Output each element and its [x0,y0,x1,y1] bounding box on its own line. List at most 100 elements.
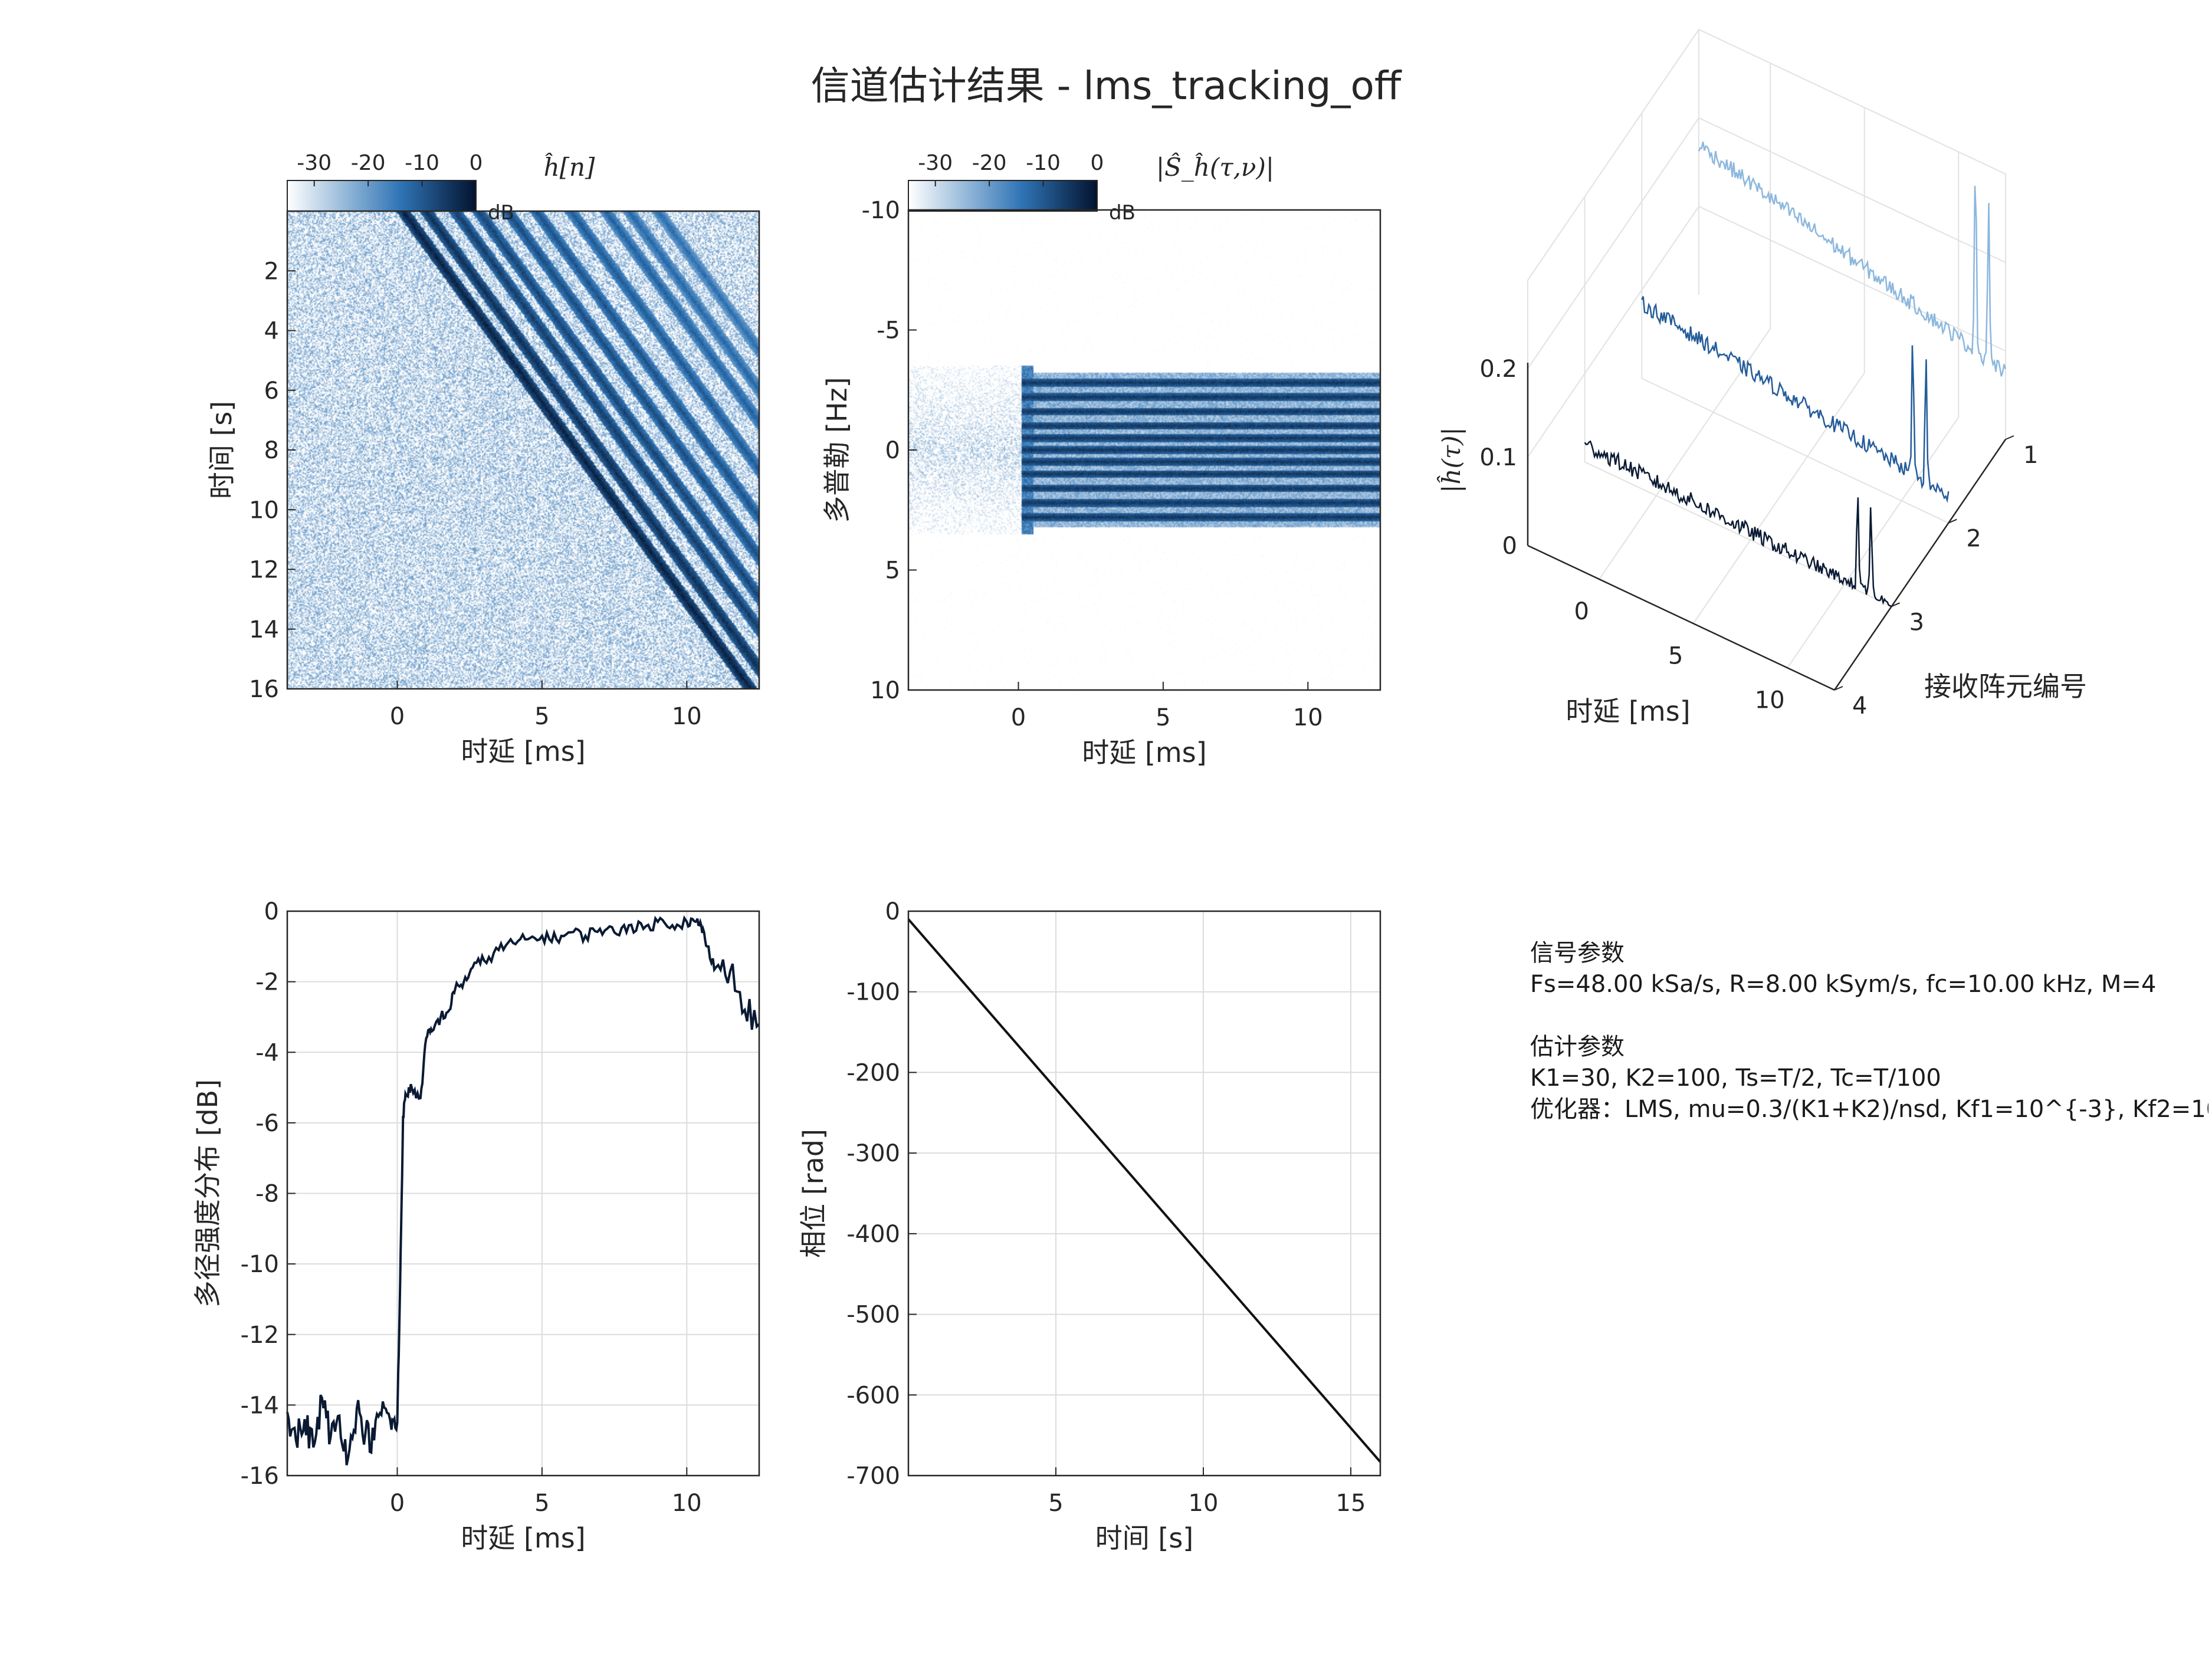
x-tick-label: 5 [534,1490,549,1517]
y-tick-label: 2 [264,258,279,285]
y-tick [2005,435,2014,440]
colorbar-label: dB [1109,201,1135,225]
x-tick-label: 5 [1668,642,1683,669]
y-axis-label: 接收阵元编号 [1924,671,2087,702]
colorbar [287,180,477,212]
y-tick [1834,686,1843,691]
x-axis-label: 时延 [ms] [1082,737,1206,768]
grid-line-z [1527,117,2006,369]
colorbar-tick-label: -30 [297,151,332,175]
z-tick-label: 0.1 [1479,444,1517,471]
z-tick-label: 0 [1502,533,1517,560]
axes-frame [907,910,1381,1477]
chart-title: |Ŝ_ĥ(τ,ν)| [1156,152,1274,182]
estimation-params-header: 估计参数 [1530,1033,1624,1060]
colorbar-tick-label: -30 [918,151,953,175]
y-tick-label: -6 [255,1110,279,1137]
y-tick [1891,602,1901,607]
grid-back-wall [1698,28,2006,439]
estimation-params: K1=30, K2=100, Ts=T/2, Tc=T/100 [1530,1065,1941,1092]
y-tick-label: -8 [255,1181,279,1208]
x-axis-line [1527,544,1835,691]
y-axis-label: 多径强度分布 [dB] [192,1079,224,1308]
y-axis-label: 时间 [s] [206,401,238,499]
y-tick-label: 12 [249,557,279,584]
y-tick-label: -500 [846,1302,900,1329]
y-tick-label: -4 [255,1039,279,1066]
x-axis-label: 时间 [s] [1095,1522,1193,1554]
y-tick-label: -10 [241,1251,279,1278]
x-tick-label: 0 [390,1490,405,1517]
phase-line [907,918,1381,1463]
y-axis-line [1833,439,2007,691]
y-tick [1948,518,1957,524]
series-line-element-3 [1584,440,1892,607]
y-tick-label: 5 [885,557,900,584]
intensity-line [286,915,760,1466]
x-tick-label: 0 [1574,598,1589,625]
z-tick-label: 0.2 [1479,356,1517,383]
axes-delay_doppler_spread: -30 -20 -10 0 dB |Ŝ_ĥ(τ,ν)| 0 5 10 -10 -5 0 5 10 时延 [m… [821,151,1381,768]
x-tick-label: 0 [1011,704,1026,731]
y-tick-label: 16 [249,676,279,703]
heatmap-image [287,211,759,689]
y-tick-label: 6 [264,377,279,405]
colorbar-tick-label: -10 [1026,151,1061,175]
y-tick-label: -2 [255,969,279,996]
y-tick-label: -16 [241,1463,279,1490]
y-tick-label: 14 [249,616,279,643]
z-axis-label: |ĥ(τ)| [1436,427,1466,492]
y-tick-label: 3 [1909,609,1924,636]
y-tick-label: -200 [846,1059,900,1086]
signal-params: Fs=48.00 kSa/s, R=8.00 kSym/s, fc=10.00 … [1530,971,2157,998]
y-tick-label: -14 [241,1392,279,1419]
heatmap-image [908,210,1380,690]
x-tick-label: 15 [1336,1490,1366,1517]
y-tick-label: -300 [846,1140,900,1167]
x-tick-label: 5 [1156,704,1170,731]
grid-line-y [1641,113,1949,524]
x-axis-label: 时延 [ms] [461,1522,585,1554]
y-tick-label: 2 [1966,525,1981,553]
x-tick-label: 5 [1048,1490,1063,1517]
y-axis-label: 多普勒 [Hz] [821,377,853,523]
axes-channel_impulse_response_time: -30 -20 -10 0 dB ĥ[n] 0 5 10 2 4 6 8 10 12 14 16 时延 [ms] 时… [206,151,760,767]
colorbar-tick-label: 0 [470,151,483,175]
x-tick-label: 10 [672,1490,702,1517]
grid-left-top [1527,29,1699,281]
axes-receiver_array_responses: 0 5 10 1 2 3 4 0 0.1 0.2 时延 [ms] 接收阵元编号 |ĥ(τ)| [1436,28,2087,727]
x-tick-label: 5 [534,703,549,730]
x-tick-label: 10 [1293,704,1323,731]
grid-line-z [1527,205,2006,458]
x-tick-label: 10 [672,703,702,730]
series-line-element-1 [1698,142,2007,377]
y-tick-label: -700 [846,1463,900,1490]
y-tick-label: -100 [846,979,900,1006]
y-tick-label: 4 [1852,692,1867,720]
figure-title: 信道估计结果 - lms_tracking_off [811,63,1402,109]
x-tick-label: 0 [390,703,405,730]
axes-phase_over_time: 5 10 15 0 -100 -200 -300 -400 -500 -600 -700 时间 [s]… [797,898,1381,1554]
y-tick-label: 8 [264,437,279,464]
x-tick-label: 10 [1189,1490,1219,1517]
y-tick-label: -5 [877,317,900,344]
chart-title: ĥ[n] [544,152,595,182]
series-line-element-2 [1641,296,1950,503]
y-tick-label: 0 [264,898,279,925]
y-tick-label: -10 [862,197,900,224]
y-tick-label: -12 [241,1322,279,1349]
colorbar-tick-label: 0 [1091,151,1104,175]
y-tick-label: 4 [264,318,279,345]
x-axis-label: 时延 [ms] [1566,695,1690,727]
y-tick-label: -400 [846,1221,900,1248]
colorbar-tick-label: -10 [405,151,439,175]
colorbar [908,180,1098,212]
x-axis-label: 时延 [ms] [461,735,585,767]
info-panel: 信号参数 Fs=48.00 kSa/s, R=8.00 kSym/s, fc=1… [1530,938,2208,1125]
colorbar-label: dB [488,201,514,225]
y-tick-label: 10 [870,677,900,704]
y-axis-label: 相位 [rad] [797,1129,829,1258]
y-tick-label: 1 [2023,442,2038,469]
y-tick-label: 0 [885,437,900,464]
